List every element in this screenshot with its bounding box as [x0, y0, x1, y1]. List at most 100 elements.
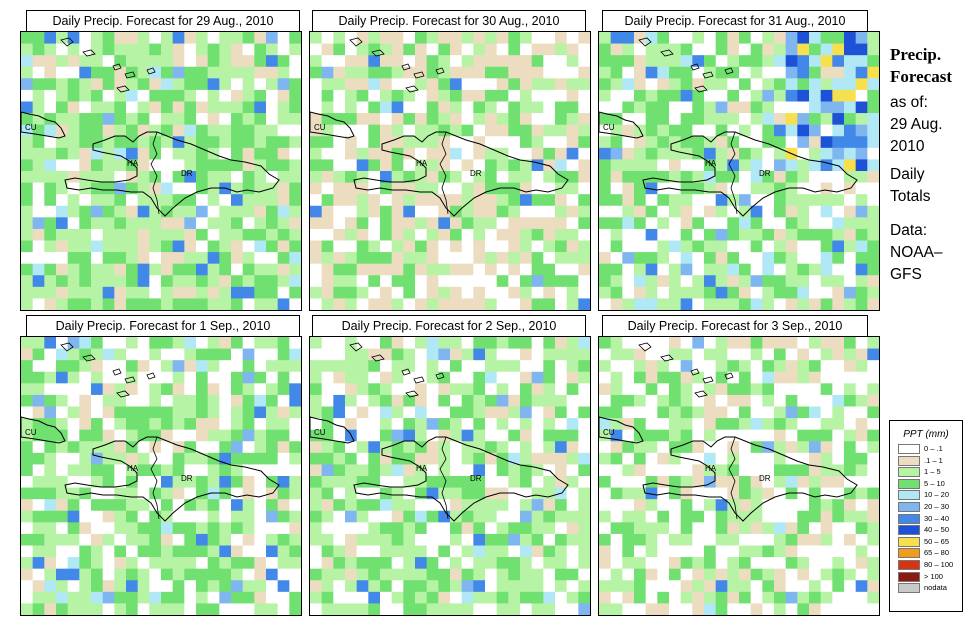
precip-cell — [555, 252, 568, 265]
precip-cell — [137, 66, 150, 79]
precip-cell — [333, 603, 346, 615]
legend-label: .1 – 1 — [924, 455, 943, 465]
precip-cell — [669, 171, 682, 183]
precip-cell — [797, 383, 810, 396]
precip-cell — [67, 441, 80, 454]
precip-cell — [391, 182, 404, 195]
precip-cell — [333, 101, 346, 114]
precip-cell — [461, 429, 474, 442]
precip-cell — [356, 298, 369, 310]
precip-cell — [126, 263, 139, 276]
precip-cell — [368, 298, 381, 310]
precip-cell — [485, 298, 498, 310]
precip-cell — [496, 545, 509, 558]
precip-cell — [473, 89, 486, 102]
precip-cell — [578, 159, 590, 172]
precip-cell — [578, 406, 590, 419]
precip-cell — [277, 476, 290, 488]
precip-cell — [21, 89, 34, 102]
precip-cell — [809, 557, 822, 570]
precip-cell — [645, 522, 658, 535]
precip-cell — [809, 275, 822, 288]
precip-cell — [254, 240, 267, 253]
legend-swatch — [898, 571, 920, 582]
precip-cell — [520, 101, 533, 114]
precip-cell — [508, 113, 521, 126]
precip-cell — [242, 603, 255, 615]
precip-cell — [426, 66, 439, 79]
precip-cell — [114, 286, 127, 299]
legend-item: .1 – 1 — [890, 455, 962, 467]
precip-cell — [669, 545, 682, 558]
precip-cell — [415, 205, 428, 218]
precip-cell — [727, 55, 740, 68]
precip-cell — [114, 78, 127, 91]
precip-cell — [137, 568, 150, 581]
precip-cell — [680, 441, 693, 454]
precip-cell — [310, 124, 323, 137]
precip-cells — [599, 32, 879, 310]
precip-cell — [669, 113, 682, 126]
precip-cell — [368, 32, 381, 44]
precip-cell — [461, 171, 474, 183]
precip-cell — [21, 545, 34, 558]
precip-cell — [161, 476, 174, 488]
precip-cell — [599, 240, 612, 253]
precip-cell — [715, 557, 728, 570]
legend-item: > 100 — [890, 571, 962, 583]
precip-cell — [473, 429, 486, 442]
precip-cell — [79, 510, 92, 523]
precip-cell — [231, 66, 244, 79]
precip-cell — [566, 487, 579, 500]
precip-cell — [289, 557, 301, 570]
precip-cell — [485, 418, 498, 431]
precip-cell — [785, 499, 798, 512]
precip-cell — [669, 371, 682, 384]
precip-cell — [56, 499, 69, 512]
precip-cell — [496, 275, 509, 288]
precip-cell — [750, 32, 763, 44]
precip-cell — [426, 43, 439, 56]
precip-cell — [727, 371, 740, 384]
precip-cell — [797, 136, 810, 149]
precip-cell — [114, 545, 127, 558]
precip-cell — [622, 603, 635, 615]
precip-cell — [79, 113, 92, 126]
precip-cell — [321, 499, 334, 512]
precip-cell — [739, 406, 752, 419]
precip-cell — [645, 603, 658, 615]
precip-cell — [555, 136, 568, 149]
precip-cell — [345, 510, 358, 523]
precip-cell — [79, 522, 92, 535]
precip-cell — [184, 591, 197, 604]
precip-cell — [161, 383, 174, 396]
precip-cell — [67, 383, 80, 396]
precip-cell — [403, 557, 416, 570]
precip-cell — [704, 113, 717, 126]
precip-cell — [680, 101, 693, 114]
precip-cell — [114, 147, 127, 160]
precip-cell — [762, 418, 775, 431]
precip-cell — [634, 360, 647, 373]
precip-cell — [391, 591, 404, 604]
precip-cell — [149, 499, 162, 512]
precip-cell — [321, 275, 334, 288]
precip-cell — [739, 429, 752, 442]
precip-cell — [867, 275, 879, 288]
precip-cell — [610, 360, 623, 373]
precip-cell — [657, 263, 670, 276]
precip-cell — [669, 360, 682, 373]
precip-cell — [310, 580, 323, 593]
precip-cell — [21, 217, 34, 230]
precip-cell — [520, 591, 533, 604]
precip-cell — [266, 441, 279, 454]
precip-cell — [855, 418, 868, 431]
precip-cell — [345, 533, 358, 546]
precip-cell — [242, 557, 255, 570]
small-island — [435, 372, 445, 380]
precip-cell — [785, 205, 798, 218]
precip-cell — [56, 383, 69, 396]
precip-cell — [566, 476, 579, 488]
precip-cell — [508, 43, 521, 56]
precip-cell — [669, 217, 682, 230]
